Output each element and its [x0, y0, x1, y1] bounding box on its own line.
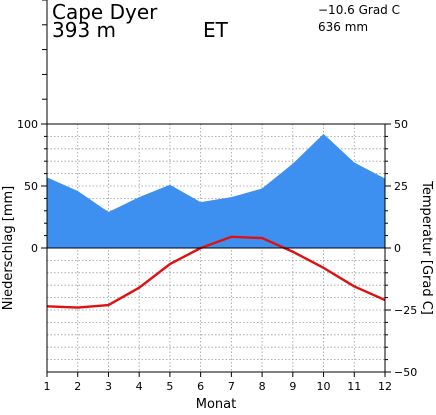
- temperature-line: [46, 235, 386, 309]
- station-name: Cape Dyer: [52, 0, 158, 24]
- right-tick-label: −25: [394, 304, 417, 317]
- mean-temperature: −10.6 Grad C: [318, 3, 400, 17]
- right-tick-label: 25: [394, 180, 408, 193]
- x-tick-label: 2: [74, 380, 81, 393]
- annual-precipitation: 636 mm: [318, 20, 369, 34]
- x-tick-label: 4: [136, 380, 143, 393]
- left-tick-label: 50: [24, 180, 38, 193]
- left-tick-label: 0: [31, 242, 38, 255]
- x-tick-label: 9: [289, 380, 296, 393]
- x-tick-label: 3: [105, 380, 112, 393]
- left-axis-title: Niederschlag [mm]: [1, 186, 16, 311]
- left-tick-label: 100: [17, 118, 38, 131]
- precipitation-area: [47, 133, 385, 248]
- x-tick-label: 5: [166, 380, 173, 393]
- station-elevation: 393 m: [52, 18, 117, 42]
- x-tick-label: 8: [259, 380, 266, 393]
- right-tick-label: 50: [394, 118, 408, 131]
- right-axis-title: Temperatur [Grad C]: [419, 180, 434, 315]
- right-tick-label: 0: [394, 242, 401, 255]
- x-tick-label: 6: [197, 380, 204, 393]
- x-axis-title: Monat: [196, 397, 236, 412]
- x-tick-label: 1: [44, 380, 51, 393]
- x-tick-label: 11: [347, 380, 361, 393]
- x-tick-label: 12: [378, 380, 392, 393]
- x-tick-label: 7: [228, 380, 235, 393]
- right-tick-label: −50: [394, 366, 417, 379]
- x-tick-label: 10: [317, 380, 331, 393]
- climate-class: ET: [203, 18, 228, 42]
